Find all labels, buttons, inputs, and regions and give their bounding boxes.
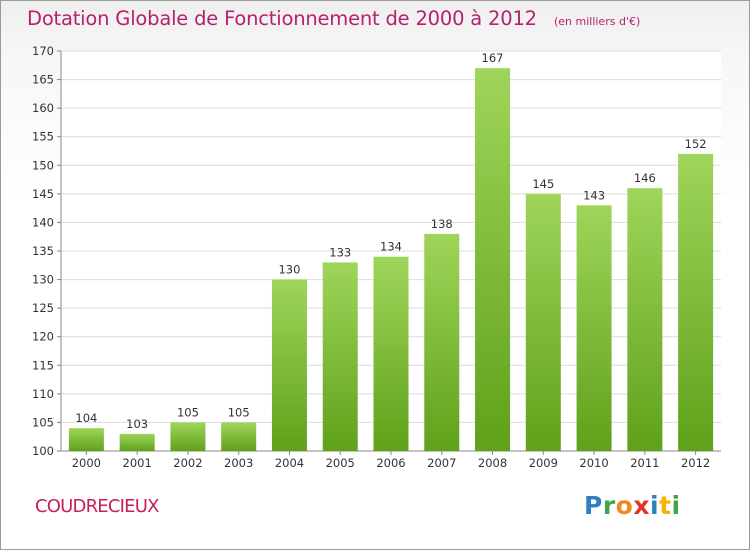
- y-tick-label: 170: [32, 44, 54, 58]
- x-tick-label: 2004: [275, 456, 304, 470]
- x-tick-label: 2003: [224, 456, 253, 470]
- bar-value-label: 167: [482, 51, 504, 65]
- chart-title: Dotation Globale de Fonctionnement de 20…: [27, 7, 537, 30]
- bar-value-label: 133: [329, 245, 351, 259]
- y-tick-label: 110: [32, 387, 54, 401]
- y-tick-label: 150: [32, 158, 54, 172]
- bar-value-label: 138: [431, 217, 453, 231]
- y-tick-label: 140: [32, 215, 54, 229]
- y-tick-label: 160: [32, 101, 54, 115]
- x-tick-label: 2007: [427, 456, 456, 470]
- bar-value-label: 143: [583, 188, 605, 202]
- bar: [373, 256, 409, 451]
- bar: [424, 233, 460, 451]
- y-tick-label: 130: [32, 273, 54, 287]
- bar-value-label: 105: [177, 405, 199, 419]
- x-tick-label: 2001: [123, 456, 152, 470]
- logo-letter: i: [671, 491, 681, 520]
- y-tick-label: 115: [32, 358, 54, 372]
- x-tick-label: 2000: [72, 456, 101, 470]
- bar: [525, 193, 561, 451]
- logo-letter: i: [650, 491, 660, 520]
- y-tick-label: 100: [32, 444, 54, 458]
- bar-value-label: 104: [75, 411, 97, 425]
- bar-value-label: 130: [278, 263, 300, 277]
- x-tick-label: 2006: [376, 456, 405, 470]
- logo-letter: P: [584, 491, 603, 520]
- proxiti-logo: Proxiti: [584, 491, 681, 520]
- y-tick-label: 155: [32, 130, 54, 144]
- logo-letter: x: [633, 491, 650, 520]
- bar: [221, 422, 257, 451]
- x-tick-label: 2012: [681, 456, 710, 470]
- y-tick-label: 135: [32, 244, 54, 258]
- logo-letter: r: [602, 491, 616, 520]
- bar-value-label: 103: [126, 417, 148, 431]
- x-tick-label: 2008: [478, 456, 507, 470]
- x-tick-label: 2002: [173, 456, 202, 470]
- bar-value-label: 134: [380, 240, 402, 254]
- place-name: COUDRECIEUX: [35, 496, 159, 517]
- bar: [68, 428, 104, 451]
- bar: [576, 205, 612, 451]
- y-tick-label: 125: [32, 301, 54, 315]
- bar-value-label: 105: [228, 405, 250, 419]
- logo-letter: o: [615, 491, 634, 520]
- bar: [119, 433, 155, 451]
- x-tick-label: 2009: [529, 456, 558, 470]
- x-tick-label: 2011: [630, 456, 659, 470]
- bar: [322, 262, 358, 451]
- x-tick-label: 2010: [579, 456, 608, 470]
- bar: [170, 422, 206, 451]
- y-tick-label: 165: [32, 73, 54, 87]
- title-block: Dotation Globale de Fonctionnement de 20…: [27, 7, 640, 30]
- bar-value-label: 146: [634, 171, 656, 185]
- logo-letter: t: [659, 491, 672, 520]
- y-tick-label: 145: [32, 187, 54, 201]
- bar: [678, 153, 714, 451]
- chart-unit: (en milliers d'€): [553, 15, 641, 28]
- bar-value-label: 145: [532, 177, 554, 191]
- y-tick-label: 120: [32, 330, 54, 344]
- bar: [627, 188, 663, 451]
- bar: [475, 68, 511, 452]
- x-tick-label: 2005: [326, 456, 355, 470]
- bar: [271, 279, 307, 451]
- bar-value-label: 152: [685, 137, 707, 151]
- y-tick-label: 105: [32, 415, 54, 429]
